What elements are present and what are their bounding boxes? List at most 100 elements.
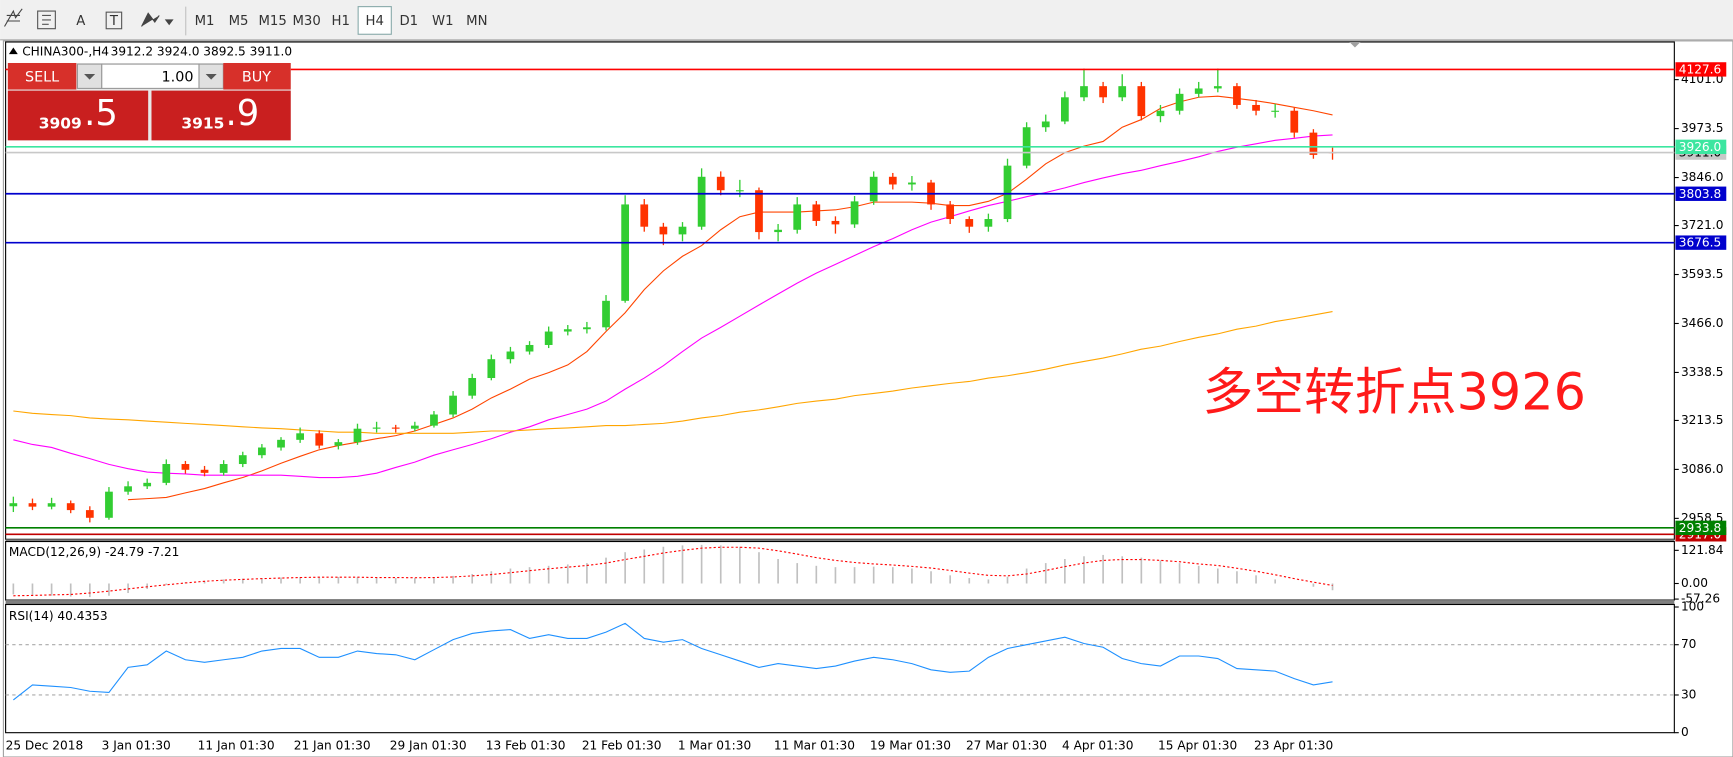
price-level-label: 3676.5 [1679, 236, 1721, 250]
tool-icon[interactable] [141, 12, 174, 27]
price-level-tag [1675, 62, 1727, 77]
buy-price-pip[interactable]: .9 [226, 93, 260, 134]
arrow [84, 74, 96, 80]
candle-body [277, 439, 285, 448]
candle-body [544, 331, 553, 345]
timeframe-button[interactable]: MN [466, 14, 487, 29]
candle-body [1118, 86, 1127, 98]
volume-input[interactable] [101, 63, 200, 89]
sell-price-box[interactable] [7, 90, 149, 141]
candle-body [410, 425, 419, 429]
candle-body [9, 503, 18, 507]
candle-body [334, 442, 343, 446]
x-tick-label: 27 Mar 01:30 [966, 738, 1047, 752]
candle-body [678, 226, 687, 235]
moving-average [13, 134, 1333, 479]
moving-average [13, 310, 1333, 434]
candle-body [28, 503, 37, 507]
candle-body [219, 464, 228, 473]
buy-button[interactable] [223, 62, 291, 90]
candle-body [1175, 93, 1184, 111]
candle-body [850, 201, 859, 225]
ohlc-readout: 3912.2 3924.0 3892.5 3911.0 [111, 44, 293, 58]
candle-body [1060, 97, 1069, 122]
candle-body [793, 204, 802, 230]
x-tick-label: 23 Apr 01:30 [1254, 738, 1333, 752]
timeframe-button[interactable]: H1 [331, 14, 349, 29]
candle-body [1003, 165, 1012, 220]
candle-body [238, 455, 247, 465]
price-level-tag [1675, 235, 1727, 250]
candle-body [1194, 88, 1203, 94]
macd-title: MACD(12,26,9) -24.79 -7.21 [9, 545, 179, 559]
price-level-label: 3803.8 [1679, 187, 1721, 201]
x-tick-label: 11 Jan 01:30 [198, 738, 275, 752]
timeframe-button[interactable]: M30 [293, 14, 321, 29]
candle-body [105, 491, 113, 518]
y-tick-label: 3846.0 [1681, 170, 1723, 184]
price-level-label: 2933.8 [1679, 521, 1721, 535]
timeframe-button[interactable]: M5 [229, 14, 249, 29]
y-tick-label: 0 [1681, 725, 1689, 739]
candle-body [640, 204, 649, 227]
rsi-panel [5, 603, 1675, 734]
y-tick-label: 3338.5 [1681, 365, 1723, 379]
candle-body [869, 176, 878, 202]
candle-body [315, 433, 324, 446]
tool-icon[interactable] [37, 10, 56, 30]
candle-body [506, 351, 515, 360]
timeframe-button[interactable]: H4 [366, 14, 384, 29]
x-tick-label: 4 Apr 01:30 [1062, 738, 1133, 752]
timeframe-button[interactable]: W1 [432, 14, 454, 29]
price-level-label: 3926.0 [1679, 140, 1721, 154]
sell-price-main[interactable]: 3909 [39, 114, 82, 132]
x-tick-label: 19 Mar 01:30 [870, 738, 951, 752]
candle-body [1271, 110, 1280, 112]
candle-body [1233, 86, 1241, 105]
candle-body [659, 226, 668, 235]
y-tick-label: 3466.0 [1681, 316, 1723, 330]
tool-icon[interactable] [4, 8, 23, 27]
buy-price-box[interactable] [151, 90, 291, 141]
candle-body [965, 219, 974, 227]
candle-body [66, 503, 75, 511]
chart-title: CHINA300-,H4 [22, 44, 109, 58]
panel-separator [5, 600, 1675, 605]
timeframe-button[interactable]: M15 [258, 14, 286, 29]
candle-body [697, 176, 706, 227]
timeframe-button[interactable]: D1 [399, 14, 418, 29]
candle-body [1156, 110, 1165, 117]
sell-price-pip[interactable]: .5 [84, 93, 118, 134]
sell-label[interactable]: SELL [25, 69, 59, 85]
candle-body [487, 359, 496, 379]
candle-body [200, 469, 209, 473]
x-tick-label: 25 Dec 2018 [6, 738, 84, 752]
timeframe-button[interactable]: M1 [195, 14, 215, 29]
y-tick-label: 0.00 [1681, 576, 1708, 590]
candle-body [47, 503, 56, 507]
candle-body [888, 176, 897, 185]
toolbar: A T M1 M5 M15 M30 H1 H4 D1 W1 MN [0, 0, 1733, 41]
y-tick-label: 121.84 [1681, 543, 1724, 557]
moving-average [128, 95, 1333, 501]
tool-text[interactable]: A [76, 14, 85, 29]
x-tick-label: 11 Mar 01:30 [774, 738, 855, 752]
y-tick-label: 3213.5 [1681, 413, 1723, 427]
candle-body [602, 300, 610, 328]
buy-price-main[interactable]: 3915 [181, 114, 224, 132]
candle-body [181, 464, 190, 470]
buy-label[interactable]: BUY [242, 69, 271, 85]
sell-button[interactable] [7, 62, 77, 90]
price-level-tag [1675, 186, 1727, 201]
candle-body [908, 182, 916, 185]
price-level-tag [1675, 520, 1727, 536]
tool-frame [105, 11, 123, 30]
x-tick-label: 13 Feb 01:30 [486, 738, 566, 752]
candle-body [984, 219, 993, 227]
y-tick-label: 70 [1681, 637, 1696, 651]
tool-text-label[interactable]: T [109, 14, 119, 29]
volume-value[interactable]: 1.00 [162, 69, 194, 85]
y-tick-label: 3086.0 [1681, 462, 1723, 476]
x-tick-label: 21 Feb 01:30 [582, 738, 662, 752]
